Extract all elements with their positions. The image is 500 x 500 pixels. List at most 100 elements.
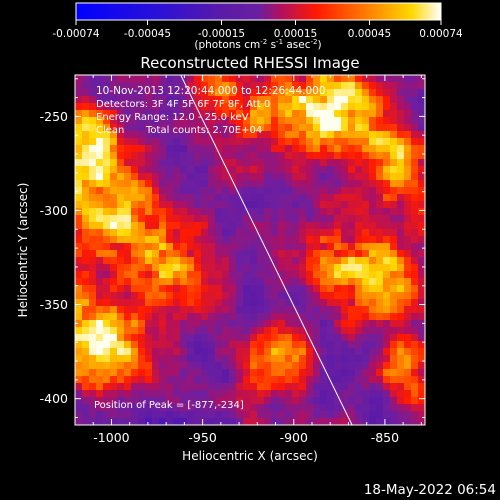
heatmap-cell — [390, 117, 398, 125]
heatmap-cell — [292, 362, 300, 370]
heatmap-cell — [96, 362, 104, 370]
heatmap-cell — [285, 138, 293, 146]
heatmap-cell — [292, 313, 300, 321]
heatmap-cell — [236, 138, 244, 146]
heatmap-cell — [145, 159, 153, 167]
heatmap-cell — [229, 222, 237, 230]
heatmap-cell — [159, 166, 167, 174]
heatmap-cell — [292, 390, 300, 398]
heatmap-cell — [229, 152, 237, 160]
heatmap-cell — [264, 194, 272, 202]
heatmap-cell — [313, 341, 321, 349]
heatmap-cell — [236, 390, 244, 398]
heatmap-cell — [110, 411, 118, 419]
heatmap-cell — [369, 243, 377, 251]
heatmap-cell — [187, 278, 195, 286]
heatmap-cell — [166, 117, 174, 125]
heatmap-cell — [404, 404, 412, 412]
heatmap-cell — [397, 299, 405, 307]
heatmap-cell — [96, 96, 104, 104]
heatmap-cell — [145, 271, 153, 279]
heatmap-cell — [201, 201, 209, 209]
heatmap-cell — [152, 264, 160, 272]
heatmap-cell — [285, 124, 293, 132]
heatmap-cell — [404, 159, 412, 167]
heatmap-cell — [89, 264, 97, 272]
heatmap-cell — [411, 117, 419, 125]
heatmap-cell — [285, 320, 293, 328]
heatmap-cell — [383, 131, 391, 139]
heatmap-cell — [376, 383, 384, 391]
heatmap-cell — [173, 313, 181, 321]
heatmap-cell — [383, 404, 391, 412]
heatmap-cell — [313, 411, 321, 419]
heatmap-cell — [110, 145, 118, 153]
heatmap-cell — [82, 411, 90, 419]
heatmap-cell — [82, 187, 90, 195]
heatmap-cell — [306, 187, 314, 195]
heatmap-cell — [362, 131, 370, 139]
heatmap-cell — [397, 278, 405, 286]
heatmap-cell — [306, 362, 314, 370]
heatmap-cell — [390, 341, 398, 349]
heatmap-cell — [313, 376, 321, 384]
heatmap-cell — [180, 348, 188, 356]
heatmap-cell — [362, 383, 370, 391]
heatmap-cell — [341, 271, 349, 279]
heatmap-cell — [334, 89, 342, 97]
heatmap-cell — [285, 208, 293, 216]
heatmap-cell — [180, 397, 188, 405]
heatmap-cell — [187, 152, 195, 160]
heatmap-cell — [285, 285, 293, 293]
heatmap-cell — [145, 404, 153, 412]
heatmap-cell — [117, 152, 125, 160]
heatmap-cell — [369, 166, 377, 174]
heatmap-cell — [82, 313, 90, 321]
heatmap-cell — [397, 75, 405, 83]
heatmap-cell — [362, 138, 370, 146]
heatmap-cell — [411, 334, 419, 342]
heatmap-cell — [166, 229, 174, 237]
heatmap-cell — [278, 383, 286, 391]
heatmap-cell — [334, 75, 342, 83]
heatmap-cell — [180, 264, 188, 272]
heatmap-cell — [124, 278, 132, 286]
heatmap-cell — [369, 103, 377, 111]
heatmap-cell — [187, 257, 195, 265]
heatmap-cell — [110, 187, 118, 195]
heatmap-cell — [383, 229, 391, 237]
heatmap-cell — [362, 341, 370, 349]
time-range-text: 10-Nov-2013 12:20:44.000 to 12:26:44.000 — [96, 85, 326, 97]
heatmap-cell — [75, 292, 83, 300]
heatmap-cell — [75, 166, 83, 174]
heatmap-cell — [208, 131, 216, 139]
heatmap-cell — [376, 103, 384, 111]
heatmap-cell — [194, 362, 202, 370]
heatmap-cell — [271, 355, 279, 363]
heatmap-cell — [103, 187, 111, 195]
heatmap-cell — [271, 250, 279, 258]
heatmap-cell — [341, 159, 349, 167]
heatmap-cell — [376, 131, 384, 139]
heatmap-cell — [103, 208, 111, 216]
heatmap-cell — [152, 96, 160, 104]
heatmap-cell — [313, 264, 321, 272]
heatmap-cell — [96, 390, 104, 398]
heatmap-cell — [397, 397, 405, 405]
heatmap-cell — [383, 159, 391, 167]
heatmap-cell — [152, 194, 160, 202]
heatmap-cell — [229, 285, 237, 293]
heatmap-cell — [89, 152, 97, 160]
heatmap-cell — [89, 327, 97, 335]
heatmap-cell — [159, 117, 167, 125]
heatmap-cell — [411, 159, 419, 167]
heatmap-cell — [320, 222, 328, 230]
heatmap-cell — [278, 96, 286, 104]
heatmap-cell — [418, 250, 425, 258]
heatmap-cell — [278, 166, 286, 174]
heatmap-cell — [117, 215, 125, 223]
heatmap-cell — [243, 194, 251, 202]
heatmap-cell — [418, 103, 425, 111]
heatmap-cell — [110, 362, 118, 370]
heatmap-cell — [355, 110, 363, 118]
